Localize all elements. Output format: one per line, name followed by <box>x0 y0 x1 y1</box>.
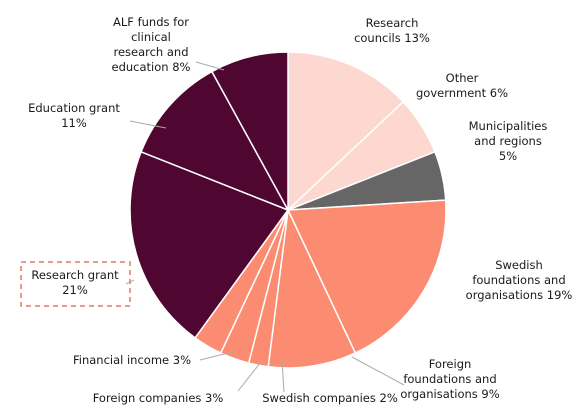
slice-label-line: Swedish companies 2% <box>262 391 398 405</box>
leader-line-5 <box>281 359 285 393</box>
leader-line-9 <box>129 120 167 129</box>
slice-label-line: Foreign companies 3% <box>93 391 224 405</box>
pie-slice-0 <box>287 51 404 211</box>
slice-label-line: foundations and <box>403 372 496 386</box>
slice-label-line: education 8% <box>112 60 191 74</box>
slice-label-line: Municipalities <box>469 119 548 133</box>
slice-label-line: Research <box>366 16 419 30</box>
slice-label-line: Financial income 3% <box>73 353 191 367</box>
slice-label-line: clinical <box>131 30 171 44</box>
slice-label-line: Swedish <box>495 258 543 272</box>
slice-label-8: Research grant 21% <box>31 268 119 297</box>
slice-label-line: Education grant <box>28 101 120 115</box>
leader-line-4 <box>351 356 405 386</box>
slice-label-9: Education grant 11% <box>28 101 120 130</box>
slice-label-line: government 6% <box>416 86 508 100</box>
leader-line-6 <box>237 361 262 392</box>
slice-labels: Research councils 13% Other government 6% Mu… <box>28 15 572 405</box>
slice-label-line: 21% <box>62 283 88 297</box>
slice-label-line: ALF funds for <box>113 15 189 29</box>
slice-label-6: Foreign companies 3% <box>93 391 224 405</box>
slice-label-line: 5% <box>499 149 517 163</box>
leader-line-10 <box>195 61 225 71</box>
slice-label-line: and regions <box>474 134 542 148</box>
pie-slice-4 <box>267 209 357 369</box>
slice-label-line: organisations 9% <box>400 387 499 401</box>
slice-label-line: Other <box>446 71 479 85</box>
pie-slice-3 <box>287 199 447 354</box>
highlight-box <box>20 261 131 307</box>
slice-label-line: organisations 19% <box>466 288 573 302</box>
slice-label-7: Financial income 3% <box>73 353 191 367</box>
pie-slice-8 <box>129 151 289 339</box>
slice-label-0: Research councils 13% <box>354 16 430 45</box>
slice-label-4: Foreign foundations and organisations 9% <box>400 357 499 401</box>
slice-label-3: Swedish foundations and organisations 19% <box>466 258 573 302</box>
pie-slice-10 <box>211 51 289 211</box>
leader-line-7 <box>199 350 237 361</box>
slice-label-line: research and <box>113 45 188 59</box>
leader-lines <box>125 61 405 393</box>
slice-label-2: Municipalities and regions 5% <box>469 119 548 163</box>
slice-label-line: 11% <box>61 116 87 130</box>
slice-label-line: Research grant <box>31 268 119 282</box>
slice-label-line: foundations and <box>472 273 565 287</box>
pie-slices <box>129 51 447 369</box>
slice-label-5: Swedish companies 2% <box>262 391 398 405</box>
slice-label-1: Other government 6% <box>416 71 508 100</box>
pie-slice-9 <box>140 70 289 211</box>
slice-label-line: Foreign <box>429 357 472 371</box>
slice-label-10: ALF funds for clinical research and educati… <box>112 15 191 74</box>
slice-label-line: councils 13% <box>354 31 430 45</box>
